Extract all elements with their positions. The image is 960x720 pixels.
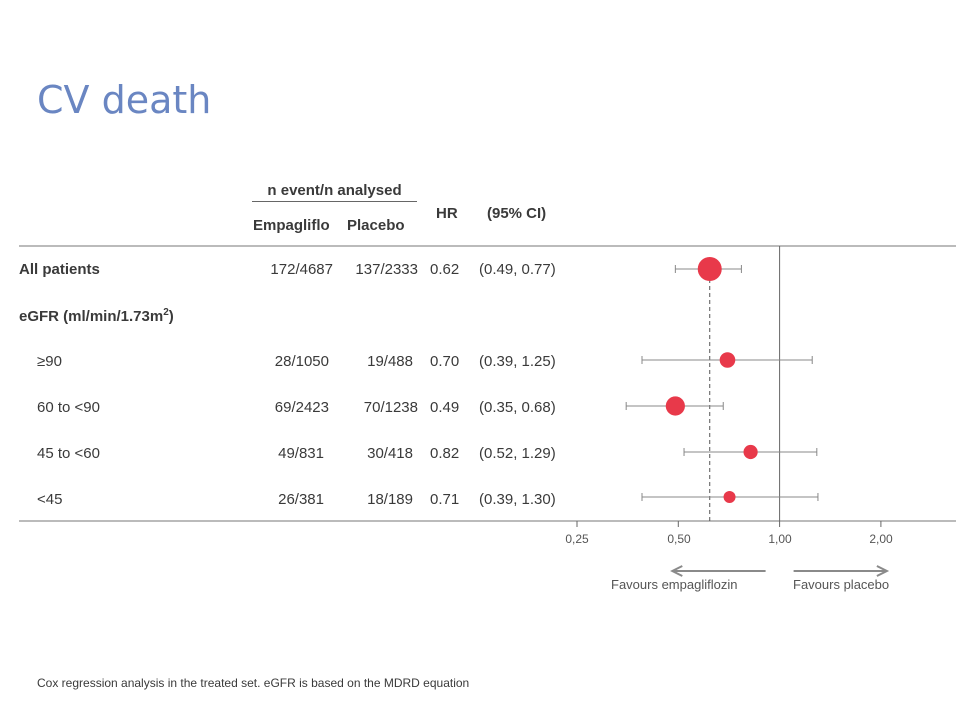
row-label-egfr-under-45: <45 <box>37 491 63 508</box>
col-header-ci: (95% CI) <box>487 205 547 222</box>
row-empa-egfr-60-90: 69/2423 <box>274 399 329 416</box>
row-empa-all-patients: 172/4687 <box>270 261 333 278</box>
col-header-empagliflozin: Empagliflo <box>253 217 330 234</box>
favours-left-arrow-head <box>670 565 683 577</box>
hr-marker-3 <box>743 444 758 460</box>
row-ci-egfr-90-plus: (0.39, 1.25) <box>479 353 556 370</box>
favours-right-arrow-head <box>876 565 890 577</box>
row-ci-egfr-under-45: (0.39, 1.30) <box>479 491 556 508</box>
x-tick-label-1-00: 1,00 <box>768 532 792 546</box>
row-empa-egfr-under-45: 26/381 <box>278 491 324 508</box>
row-hr-egfr-90-plus: 0.70 <box>430 353 460 370</box>
row-placebo-all-patients: 137/2333 <box>355 261 418 278</box>
row-placebo-egfr-60-90: 70/1238 <box>363 399 418 416</box>
row-placebo-egfr-90-plus: 19/488 <box>367 353 413 370</box>
x-tick-label-0-50: 0,50 <box>667 532 691 546</box>
group-header: n event/n analysed <box>252 182 417 202</box>
row-hr-all-patients: 0.62 <box>430 261 460 278</box>
row-hr-egfr-60-90: 0.49 <box>430 399 460 416</box>
row-empa-egfr-45-60: 49/831 <box>278 445 324 462</box>
page-title: CV death <box>37 78 212 122</box>
hr-marker-1 <box>719 352 736 368</box>
hr-marker-4 <box>723 491 736 503</box>
hr-marker-2 <box>665 396 685 416</box>
row-ci-all-patients: (0.49, 0.77) <box>479 261 556 278</box>
favours-placebo-label: Favours placebo <box>793 577 890 592</box>
row-ci-egfr-45-60: (0.52, 1.29) <box>479 445 556 462</box>
row-label-all-patients: All patients <box>19 261 100 278</box>
x-tick-label-2-00: 2,00 <box>869 532 893 546</box>
row-hr-egfr-under-45: 0.71 <box>430 491 460 508</box>
row-ci-egfr-60-90: (0.35, 0.68) <box>479 399 556 416</box>
x-tick-label-0-25: 0,25 <box>565 532 589 546</box>
row-placebo-egfr-under-45: 18/189 <box>367 491 413 508</box>
col-header-hr: HR <box>436 205 458 222</box>
row-placebo-egfr-45-60: 30/418 <box>367 445 413 462</box>
favours-empagliflozin-label: Favours empagliflozin <box>611 577 738 592</box>
row-label-egfr-90-plus: ≥90 <box>37 353 62 370</box>
footnote: Cox regression analysis in the treated s… <box>37 676 470 690</box>
hr-marker-0 <box>697 257 722 281</box>
row-hr-egfr-45-60: 0.82 <box>430 445 460 462</box>
row-label-egfr-45-60: 45 to <60 <box>37 445 100 462</box>
subgroup-header-egfr: eGFR (ml/min/1.73m2) <box>19 307 174 325</box>
row-empa-egfr-90-plus: 28/1050 <box>274 353 329 370</box>
row-label-egfr-60-90: 60 to <90 <box>37 399 100 416</box>
col-header-placebo: Placebo <box>347 217 405 234</box>
